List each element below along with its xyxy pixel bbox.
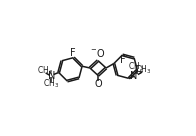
Text: O: O <box>94 79 102 89</box>
Text: CH$_3$: CH$_3$ <box>128 61 145 73</box>
Text: CH$_3$: CH$_3$ <box>135 64 151 76</box>
Text: N: N <box>48 71 55 81</box>
Text: F: F <box>70 47 76 58</box>
Text: N$^+$: N$^+$ <box>129 68 144 82</box>
Text: F: F <box>120 55 126 65</box>
Text: $^{-}$O: $^{-}$O <box>90 47 106 59</box>
Text: CH$_3$: CH$_3$ <box>43 77 59 90</box>
Text: CH$_3$: CH$_3$ <box>37 64 53 77</box>
